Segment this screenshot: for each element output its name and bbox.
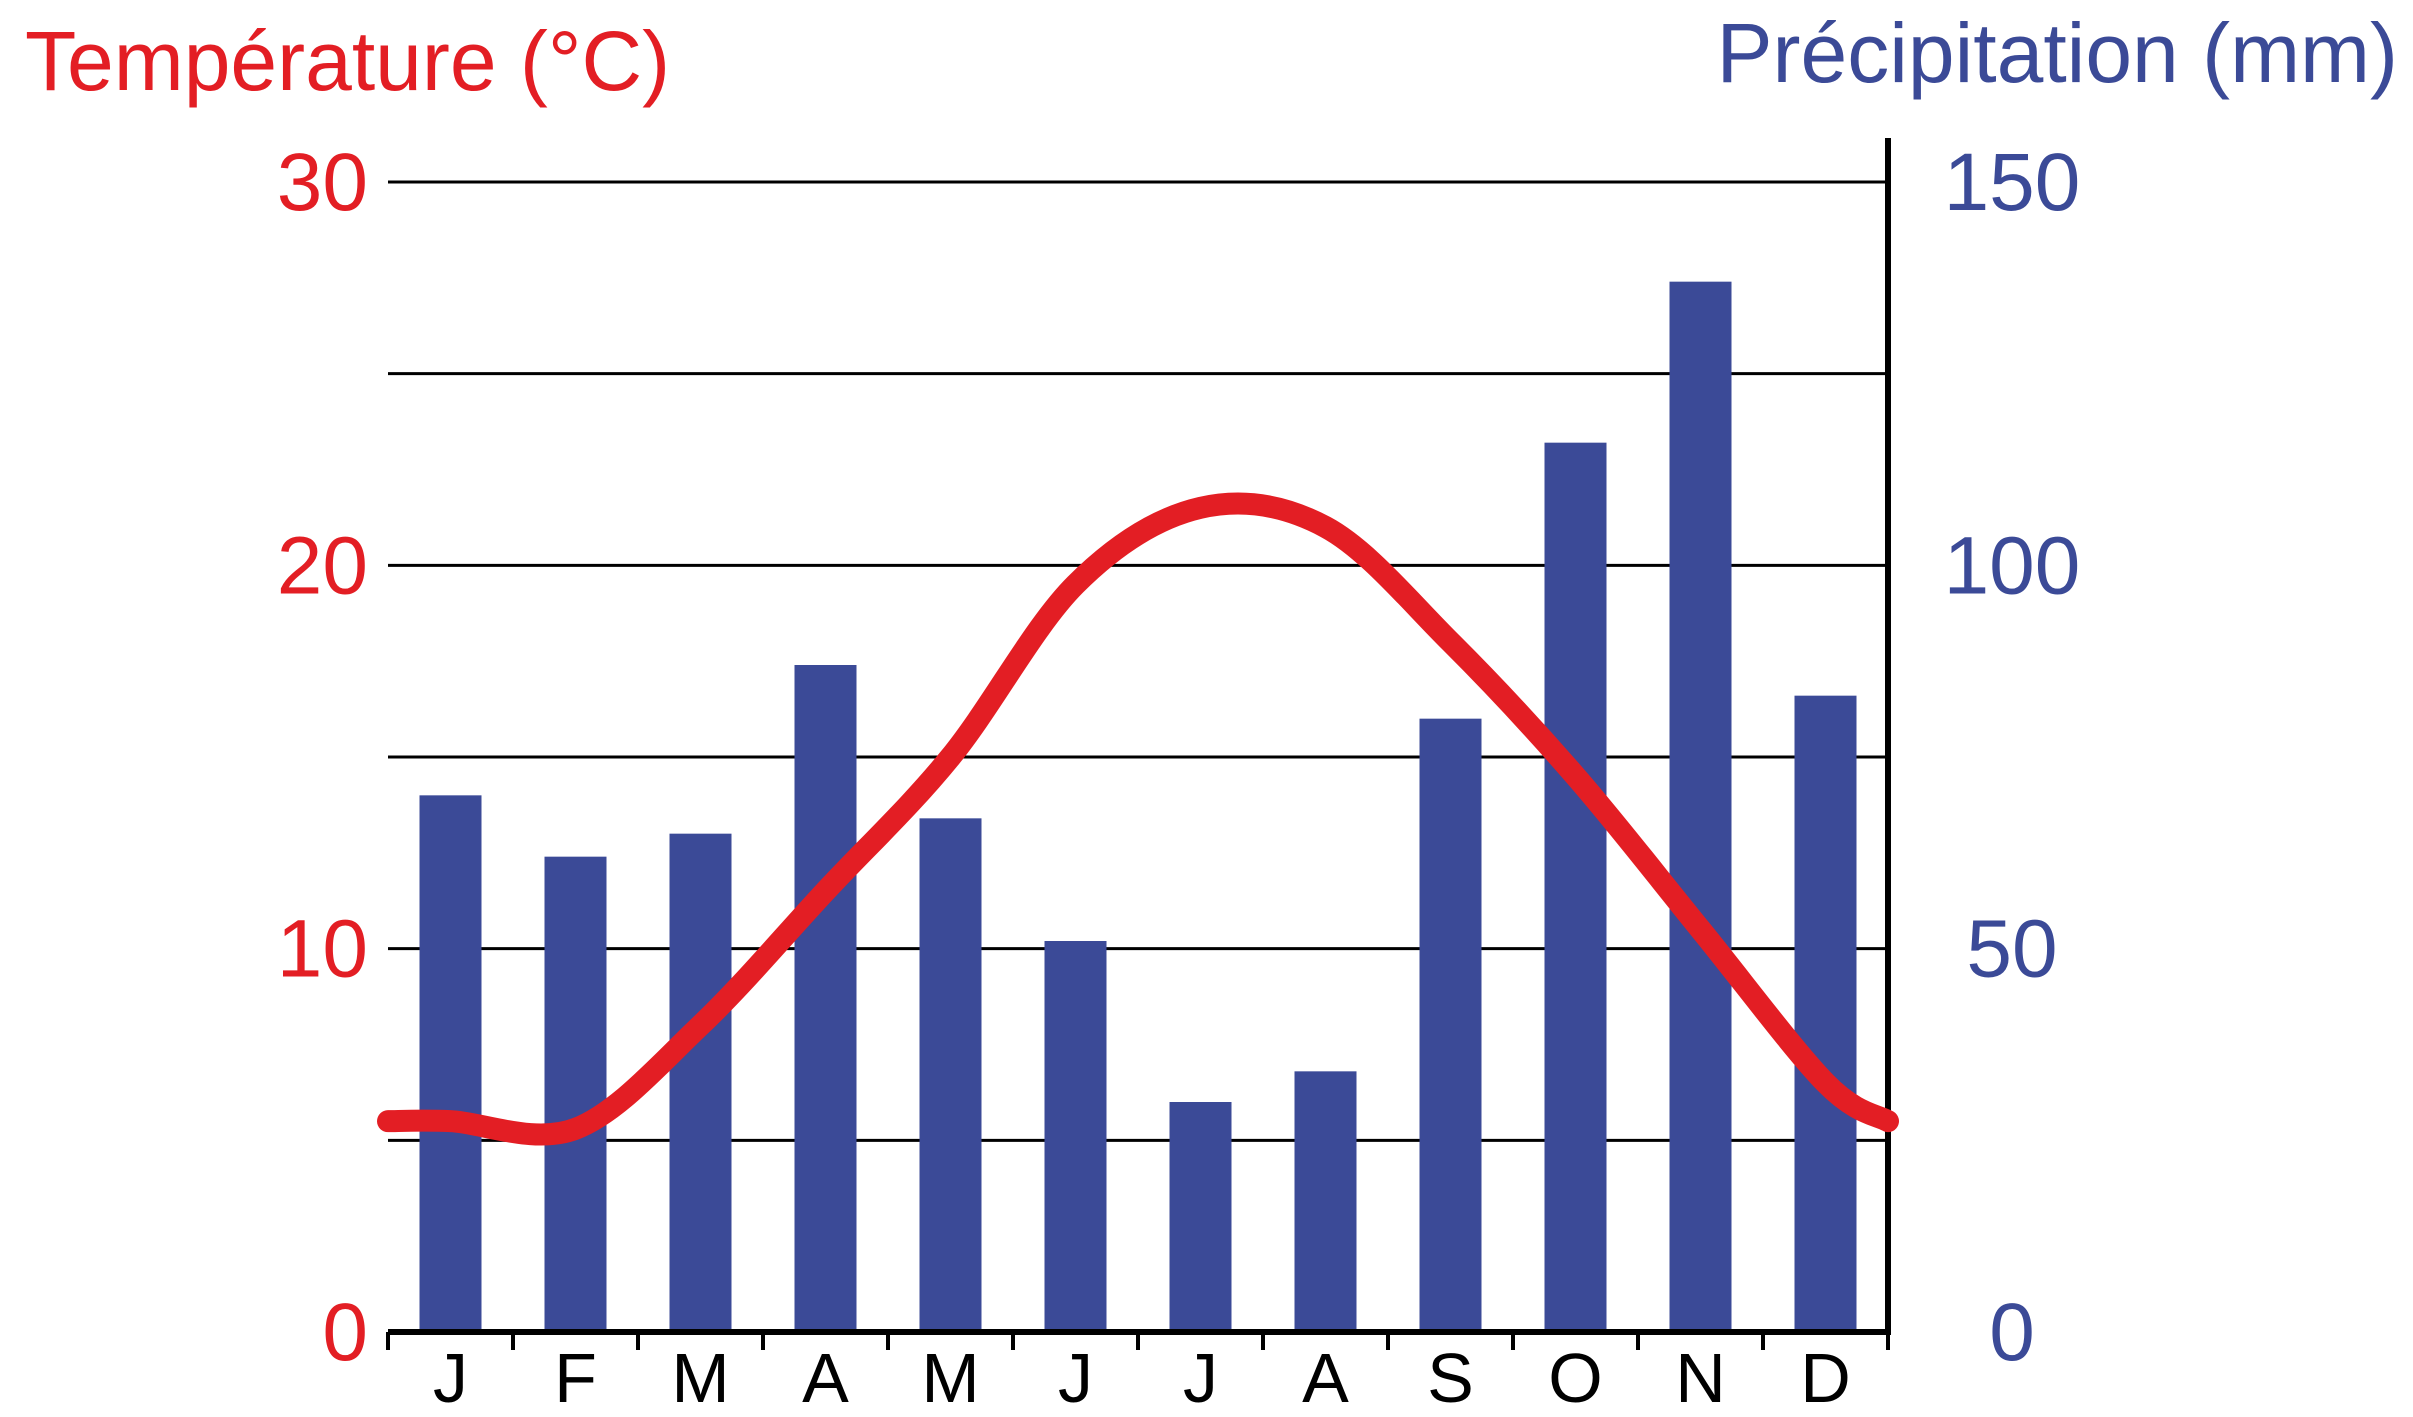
- right-tick-label: 100: [1944, 520, 2081, 611]
- precipitation-bar: [1669, 281, 1732, 1333]
- month-label: D: [1800, 1339, 1851, 1417]
- right-tick-label: 50: [1966, 904, 2057, 995]
- precipitation-bar: [669, 833, 732, 1332]
- month-label: A: [1302, 1339, 1349, 1417]
- grid-lines: [388, 180, 1888, 1142]
- temperature-line: [377, 492, 1899, 1146]
- precipitation-bar: [1294, 1071, 1357, 1332]
- precipitation-bar: [1044, 941, 1107, 1332]
- left-tick-labels: 0 10 20 30: [277, 137, 368, 1378]
- month-label: F: [554, 1339, 597, 1417]
- month-label: S: [1427, 1339, 1474, 1417]
- precipitation-bar: [1794, 695, 1857, 1332]
- precipitation-bar: [419, 795, 482, 1332]
- left-tick-label: 30: [277, 137, 368, 228]
- month-label: M: [921, 1339, 979, 1417]
- precipitation-bar: [919, 818, 982, 1332]
- left-tick-label: 20: [277, 520, 368, 611]
- left-tick-label: 10: [277, 904, 368, 995]
- month-label: J: [433, 1339, 468, 1417]
- month-label: J: [1183, 1339, 1218, 1417]
- right-tick-label: 0: [1989, 1287, 2035, 1378]
- month-label: J: [1058, 1339, 1093, 1417]
- right-tick-labels: 0 50 100 150: [1944, 137, 2081, 1378]
- right-axis-title: Précipitation (mm): [1717, 6, 2398, 100]
- precipitation-bar: [1169, 1102, 1232, 1332]
- left-tick-label: 0: [322, 1287, 368, 1378]
- month-label: A: [802, 1339, 849, 1417]
- precipitation-bar: [1419, 718, 1482, 1332]
- precipitation-bar: [1544, 442, 1607, 1333]
- precipitation-bar: [544, 856, 607, 1332]
- month-label: N: [1675, 1339, 1726, 1417]
- precipitation-bars: [419, 281, 1857, 1333]
- month-label: O: [1548, 1339, 1602, 1417]
- precipitation-bar: [794, 665, 857, 1332]
- month-label: M: [671, 1339, 729, 1417]
- axes: [388, 138, 1891, 1335]
- right-tick-label: 150: [1944, 137, 2081, 228]
- axis-ticks: [386, 1332, 1890, 1350]
- left-axis-title: Température (°C): [25, 14, 670, 108]
